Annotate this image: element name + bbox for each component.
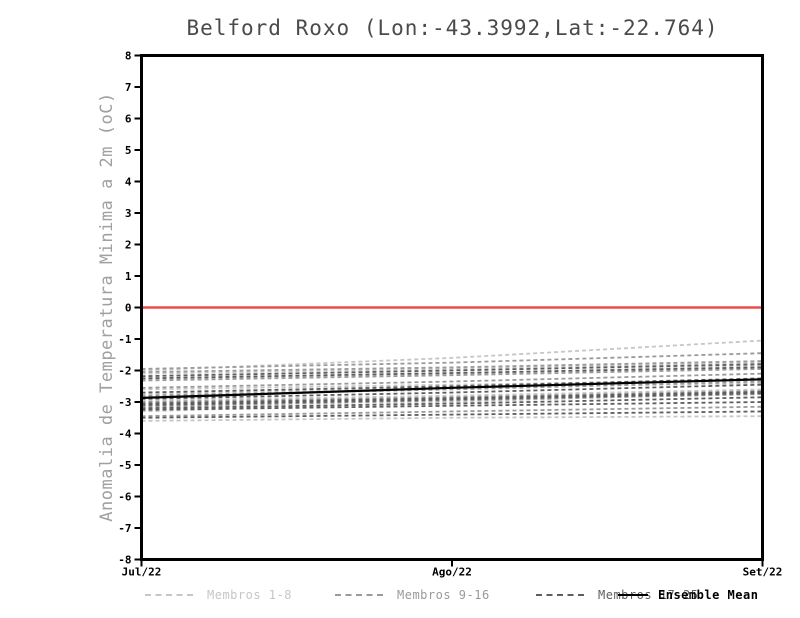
legend-entry-membros-9-16: Membros 9-16 <box>335 586 490 604</box>
y-tick-label: -3 <box>118 396 131 409</box>
plot-frame <box>140 54 764 561</box>
ensemble-member-line <box>141 361 763 375</box>
solid-line-swatch <box>618 594 648 596</box>
ensemble-member-line <box>141 415 763 422</box>
dashed-line-swatch <box>536 594 584 596</box>
ensemble-member-line <box>141 391 763 413</box>
ensemble-member-line <box>141 363 763 378</box>
y-tick-label: -6 <box>118 491 132 504</box>
y-tick-label: 1 <box>125 270 132 283</box>
ensemble-member-line <box>141 393 763 408</box>
y-tick-label: -5 <box>118 459 131 472</box>
y-tick-label: -1 <box>118 333 132 346</box>
y-tick-label: -2 <box>118 365 131 378</box>
legend-entry-membros-1-8: Membros 1-8 <box>145 586 292 604</box>
ensemble-member-line <box>141 377 763 394</box>
dashed-line-swatch <box>335 594 383 596</box>
y-tick-label: 2 <box>125 239 132 252</box>
y-tick-label: 7 <box>125 81 132 94</box>
ensemble-member-line <box>141 372 763 389</box>
y-tick-label: 8 <box>125 50 132 63</box>
ensemble-member-line <box>141 352 763 370</box>
ensemble-mean-line <box>141 378 763 400</box>
y-tick-label: 0 <box>125 302 132 315</box>
ensemble-member-line <box>141 380 763 397</box>
ensemble-member-line <box>141 339 763 372</box>
y-tick-label: 3 <box>125 207 132 220</box>
ensemble-member-line <box>141 366 763 380</box>
y-tick-label: -4 <box>118 428 132 441</box>
y-tick-label: 4 <box>125 176 132 189</box>
ensemble-member-line <box>141 383 763 400</box>
ensemble-member-line <box>141 391 763 405</box>
x-tick-label: Jul/22 <box>122 566 162 579</box>
ensemble-member-line <box>141 368 763 382</box>
ensemble-member-line <box>141 379 763 391</box>
ensemble-member-line <box>141 390 763 403</box>
ensemble-member-line <box>141 401 763 411</box>
legend-label: Ensemble Mean <box>658 588 759 602</box>
chart-title: Belford Roxo (Lon:-43.3992,Lat:-22.764) <box>186 16 719 40</box>
y-tick-label: -8 <box>118 554 131 567</box>
x-tick-label: Ago/22 <box>432 566 472 579</box>
y-tick-label: 6 <box>125 113 132 126</box>
legend-label: Membros 1-8 <box>207 588 292 602</box>
dashed-line-swatch <box>145 594 193 596</box>
y-tick-label: -7 <box>118 522 131 535</box>
legend-entry-ensemble-mean: Ensemble Mean <box>618 586 758 604</box>
ensemble-member-line <box>141 405 763 418</box>
ensemble-member-line <box>141 392 763 407</box>
y-tick-label: 5 <box>125 144 132 157</box>
ensemble-member-line <box>141 410 763 419</box>
ensemble-member-line <box>141 360 763 373</box>
legend-label: Membros 9-16 <box>397 588 490 602</box>
ensemble-member-line <box>141 396 763 410</box>
legend: Membros 1-8 Membros 9-16 Membros 17-25 E… <box>0 586 800 604</box>
ensemble-member-line <box>141 388 763 402</box>
x-tick-label: Set/22 <box>743 566 783 579</box>
